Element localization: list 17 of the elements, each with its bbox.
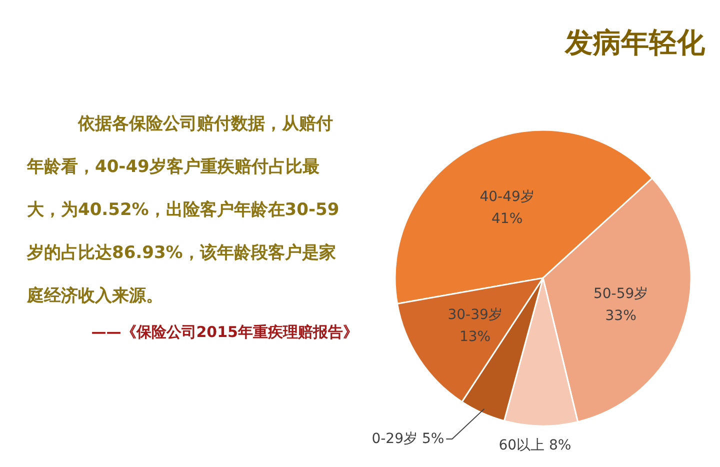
slice-label: 0-29岁 [372, 430, 418, 447]
data-label: 33% [605, 308, 636, 324]
slice-label: 50-59岁 [594, 286, 648, 302]
slice-label: 30-39岁 [448, 306, 502, 323]
data-label: 5% [422, 430, 444, 447]
slice-label: 40-49岁 [480, 188, 534, 205]
data-label: 41% [492, 210, 523, 227]
text: ——《保险公司2015年重疾理赔报告》 [91, 323, 358, 341]
chart-title: 发病年轻化 [564, 26, 706, 59]
text: 庭经济收入来源。 [26, 286, 163, 306]
text: 大，为40.52%，出险客户年龄在30-59 [27, 200, 340, 220]
slice-label: 60以上 [498, 438, 545, 454]
text: 岁的占比达86.93%，该年龄段客户是家 [26, 243, 336, 263]
data-label: 13% [459, 328, 491, 345]
text: 依据各保险公司赔付数据，从赔付 [77, 114, 333, 134]
text: 年龄看，40-49岁客户重疾赔付占比最 [26, 157, 320, 177]
data-label: 8% [549, 438, 572, 454]
